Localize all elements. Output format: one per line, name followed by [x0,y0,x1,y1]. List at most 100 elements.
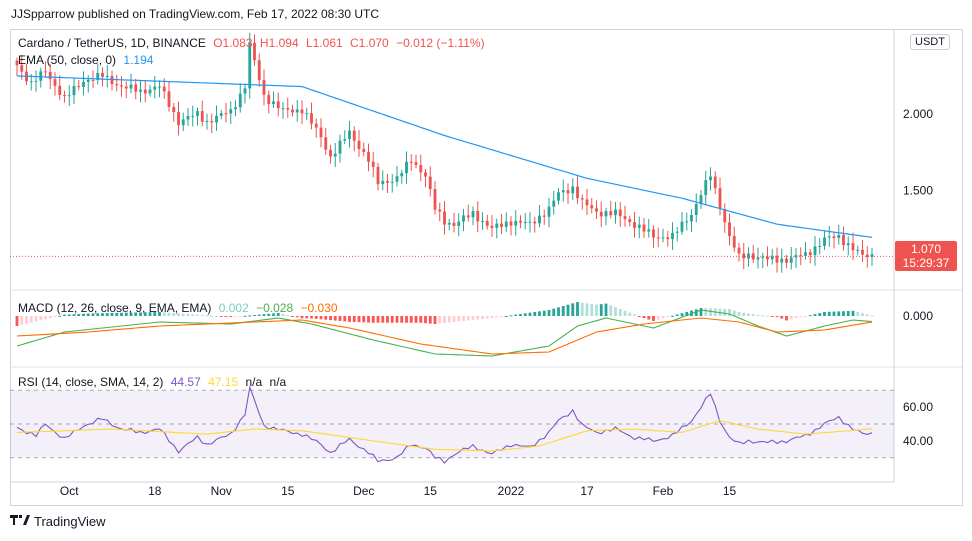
candle-body [523,221,527,223]
macd-histogram-bar [742,312,746,316]
candle-body [238,93,242,108]
candle-body [614,209,617,216]
macd-histogram-bar [443,316,446,323]
time-tick-label: 15 [723,484,737,498]
candle-body [856,249,860,251]
candle-body [115,84,119,86]
candle-body [566,190,570,194]
macd-histogram-bar [827,311,831,316]
macd-hist-value: 0.002 [218,301,249,315]
candle-body [367,151,370,162]
rsi-ma-line [16,420,873,452]
macd-histogram-bar [851,310,855,316]
candle-body [751,253,755,260]
macd-histogram-bar [737,312,741,316]
macd-histogram-bar [523,313,527,316]
macd-histogram-bar [148,312,152,316]
macd-histogram-bar [447,316,451,323]
candle-body [680,221,684,232]
candle-body [457,221,461,226]
macd-histogram-bar [200,315,204,316]
candle-body [129,84,133,89]
macd-histogram-bar [333,316,337,321]
candle-body [53,79,57,86]
macd-histogram-bar [823,312,826,316]
rsi-na-1: n/a [245,375,263,389]
candle-body [618,209,622,217]
candle-body [352,130,356,141]
macd-histogram-bar [400,316,404,323]
chart-frame [10,29,963,506]
macd-histogram-bar [205,315,209,317]
macd-histogram-bar [813,314,817,316]
candle-body [690,214,693,222]
candle-body [861,249,864,255]
macd-histogram-bar [281,314,285,316]
macd-histogram-bar [300,316,304,319]
candle-body [39,71,43,81]
candle-body [319,127,323,138]
time-tick-label: Oct [60,484,79,498]
macd-histogram-bar [219,316,223,317]
candle-body [200,111,204,122]
candle-body [571,186,575,194]
candle-body [709,176,712,181]
macd-histogram-bar [29,316,33,323]
rsi-ma-value: 47.15 [208,375,239,389]
macd-histogram-bar [732,310,736,316]
candle-body [561,190,565,193]
macd-histogram-bar [709,308,712,316]
candle-body [376,166,380,185]
candle-body [732,236,736,248]
candle-body [167,91,171,108]
candle-body [519,220,522,223]
candle-body [162,86,166,92]
macd-histogram-bar [424,316,427,324]
candle-body [343,139,347,141]
macd-histogram-bar [272,313,275,316]
candle-body [509,221,513,226]
macd-histogram-bar [234,316,237,317]
currency-button[interactable]: USDT [910,34,950,50]
candle-body [656,237,660,239]
candle-body [585,199,589,206]
candle-body [827,236,831,238]
candle-body [276,101,280,109]
candle-body [813,246,817,256]
macd-histogram-bar [395,316,399,323]
candle-body [295,109,299,113]
candle-body [139,89,142,92]
macd-histogram-bar [352,316,356,323]
macd-histogram-bar [409,316,413,323]
macd-histogram-bar [229,316,233,317]
macd-histogram-bar [162,312,166,316]
candle-body [481,220,484,222]
change-value: −0.012 (−1.11%) [396,36,485,50]
grid-layer [10,30,962,483]
tradingview-footer[interactable]: TradingView [10,514,106,529]
macd-histogram-bar [367,316,370,323]
time-tick-label: 18 [148,484,162,498]
candle-body [219,113,223,116]
candle-body [628,219,632,223]
tradingview-brand: TradingView [34,514,106,529]
candle-body [224,113,228,115]
candle-body [177,112,180,126]
candle-body [633,222,636,228]
rsi-tick-label: 40.00 [903,434,933,448]
candle-body [851,243,855,251]
close-value: C1.070 [350,36,389,50]
macd-histogram-bar [552,308,556,316]
candle-body [267,94,271,105]
macd-histogram-bar [609,305,613,316]
macd-histogram-bar [561,306,565,316]
macd-histogram-bar [599,304,603,316]
macd-histogram-bar [105,313,109,316]
macd-histogram-bar [48,316,52,319]
candle-body [29,81,33,83]
macd-histogram-bar [15,316,19,326]
candle-body [253,42,256,61]
candle-body [124,86,128,89]
macd-histogram-bar [120,312,123,316]
